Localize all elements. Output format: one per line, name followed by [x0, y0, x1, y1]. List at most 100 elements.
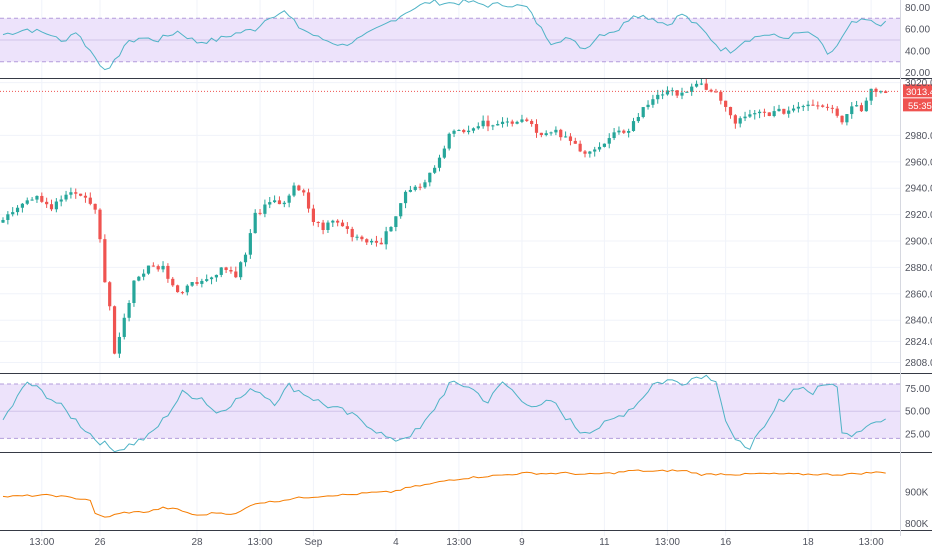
- candle-body: [306, 192, 311, 209]
- top-osc-axis-label: 80.00: [905, 3, 930, 14]
- candle-body: [840, 115, 844, 123]
- candle-body: [433, 167, 437, 173]
- candle-body: [311, 208, 315, 222]
- candle-body: [6, 214, 10, 220]
- candle-body: [699, 83, 703, 85]
- candle-body: [98, 209, 102, 240]
- candle-body: [79, 193, 83, 196]
- candle-body: [588, 151, 592, 154]
- price-axis-label: 2860.0: [905, 289, 932, 300]
- candle-body: [258, 212, 262, 214]
- candle-body: [578, 143, 582, 152]
- candle-body: [234, 271, 238, 278]
- price-axis-label: 2900.0: [905, 237, 932, 248]
- x-tick-label: 28: [191, 537, 203, 548]
- candle-body: [719, 91, 723, 101]
- candle-body: [597, 146, 602, 150]
- candle-body: [612, 132, 616, 139]
- volume-axis-label: 800K: [905, 519, 929, 530]
- candle-body: [112, 306, 117, 354]
- candle-body: [864, 100, 868, 112]
- candle-body: [835, 108, 839, 116]
- candle-body: [743, 116, 747, 119]
- x-tick-label: 13:00: [248, 537, 273, 548]
- candle-body: [855, 105, 859, 107]
- candle-body: [656, 94, 660, 100]
- candle-body: [510, 121, 514, 124]
- candle-body: [239, 262, 243, 278]
- candle-body: [20, 203, 24, 208]
- candle-body: [1, 219, 5, 223]
- bot-osc-line: [2, 374, 886, 453]
- candle-body: [782, 108, 786, 114]
- candle-body: [476, 126, 480, 129]
- candle-body: [884, 91, 888, 94]
- candle-body: [447, 133, 451, 149]
- candle-body: [74, 192, 78, 194]
- x-tick-label: 26: [94, 537, 106, 548]
- x-tick-label: 13:00: [859, 537, 884, 548]
- candle-body: [195, 282, 199, 284]
- candle-body: [30, 199, 34, 201]
- candle-body: [758, 111, 762, 114]
- candle-body: [273, 200, 277, 203]
- candle-body: [442, 148, 446, 158]
- price-pane: 3013.4 55:35: [0, 78, 932, 358]
- candle-body: [40, 195, 44, 202]
- candle-body: [554, 129, 558, 133]
- candle-body: [127, 303, 131, 318]
- candle-body: [457, 130, 461, 132]
- candle-body: [437, 157, 442, 168]
- candle-body: [69, 192, 73, 195]
- candle-body: [205, 279, 209, 281]
- x-tick-label: 16: [720, 537, 732, 548]
- volume-indicator-pane: [2, 469, 886, 518]
- candle-body: [796, 106, 800, 109]
- candle-body: [491, 125, 495, 127]
- candle-body: [399, 203, 403, 217]
- candle-body: [282, 202, 286, 205]
- candle-body: [738, 118, 742, 124]
- candle-body: [243, 254, 248, 263]
- candle-body: [321, 222, 325, 230]
- candle-body: [573, 140, 577, 144]
- candle-body: [45, 201, 49, 205]
- candle-body: [15, 207, 20, 213]
- candle-body: [166, 265, 170, 279]
- candle-body: [539, 132, 543, 136]
- candle-body: [680, 92, 684, 96]
- candle-body: [471, 128, 476, 131]
- candle-body: [665, 90, 670, 95]
- candle-body: [772, 111, 776, 117]
- price-axis-label: 2960.0: [905, 157, 932, 168]
- candle-body: [762, 111, 767, 113]
- candle-body: [704, 83, 708, 90]
- candle-body: [151, 265, 155, 267]
- candle-body: [248, 233, 252, 255]
- candle-body: [627, 130, 631, 133]
- candle-body: [103, 239, 107, 283]
- x-tick-label: 13:00: [655, 537, 680, 548]
- candle-body: [146, 265, 151, 274]
- candle-body: [515, 121, 519, 124]
- bottom-oscillator-pane: [0, 374, 900, 453]
- candle-body: [593, 149, 597, 152]
- candle-body: [88, 197, 92, 204]
- candle-body: [525, 119, 529, 121]
- candle-body: [845, 114, 849, 123]
- price-axis-label: 2808.0: [905, 358, 932, 369]
- candle-body: [830, 107, 834, 109]
- x-tick-label: 11: [599, 537, 610, 548]
- candle-body: [253, 212, 257, 234]
- candle-body: [316, 221, 320, 223]
- candle-body: [787, 110, 791, 114]
- candle-body: [631, 121, 636, 131]
- volume-axis-label: 900K: [905, 488, 929, 499]
- candle-body: [360, 236, 364, 240]
- candle-body: [791, 108, 796, 111]
- top-osc-axis-label: 60.00: [905, 25, 930, 36]
- candle-body: [331, 220, 335, 223]
- candle-body: [690, 86, 694, 92]
- candle-body: [161, 265, 165, 270]
- candle-body: [530, 120, 534, 125]
